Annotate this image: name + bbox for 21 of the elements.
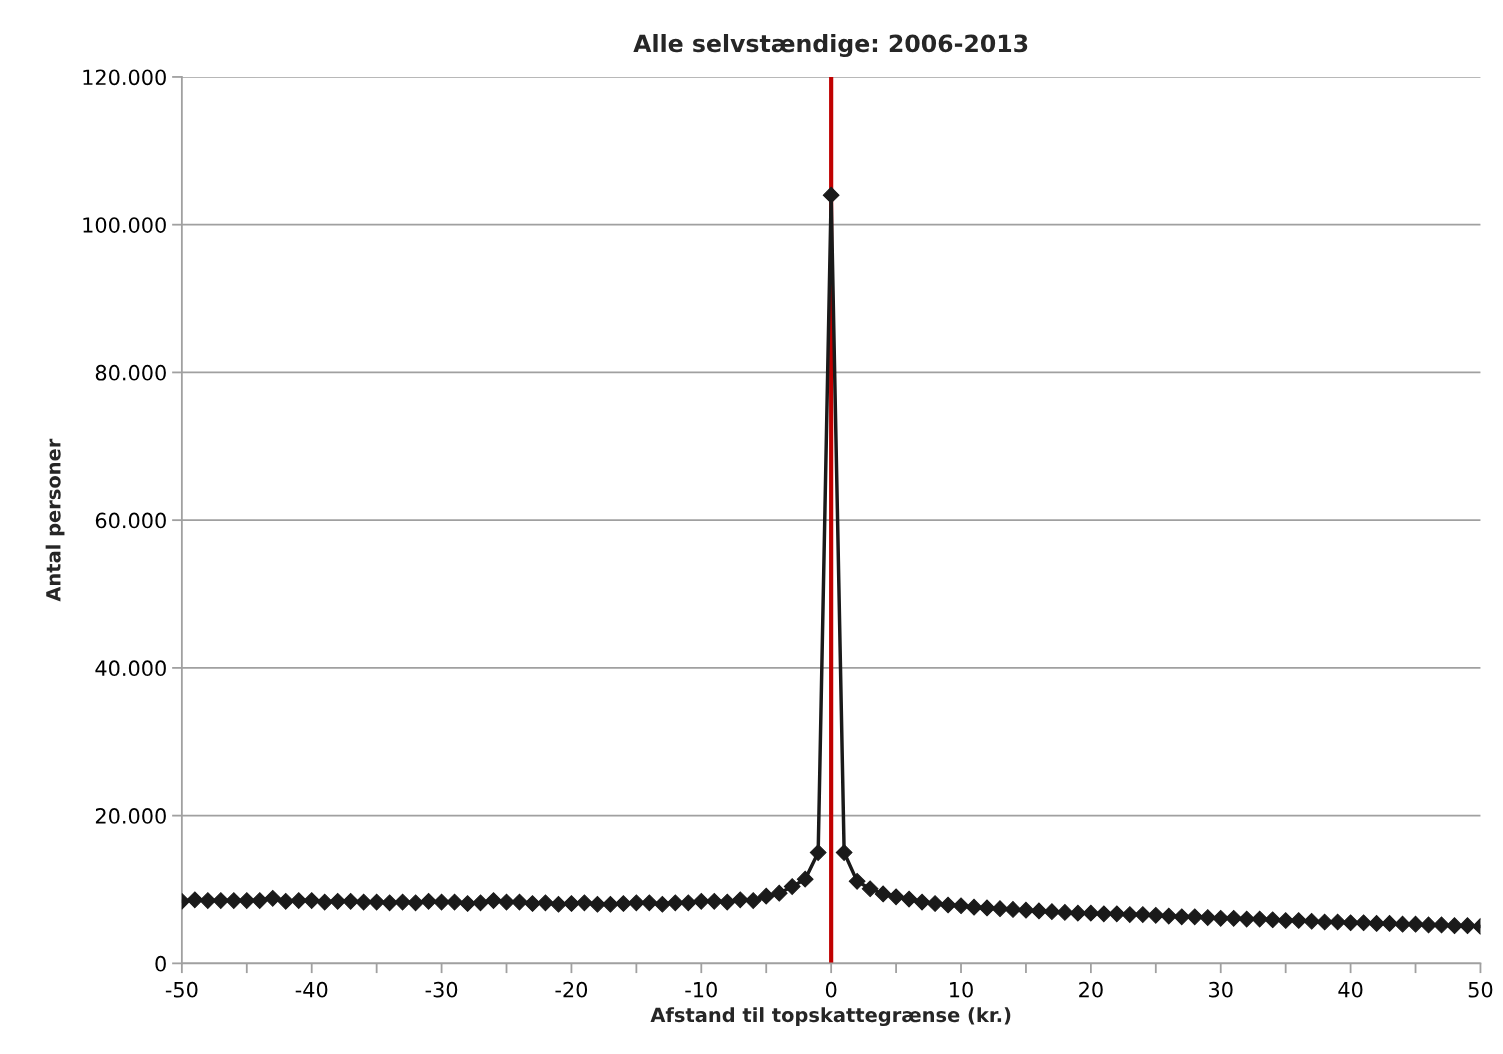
y-tick-label: 0 bbox=[155, 955, 166, 972]
y-tick-label: 20.000 bbox=[95, 808, 166, 824]
x-tick-label: -20 bbox=[555, 981, 588, 998]
x-tick-label: -50 bbox=[165, 981, 198, 998]
x-tick-label: 0 bbox=[825, 981, 837, 998]
x-tick-label: -10 bbox=[685, 981, 717, 998]
x-tick-label: 10 bbox=[950, 981, 973, 998]
y-tick-label: 40.000 bbox=[95, 660, 166, 677]
x-tick-label: -30 bbox=[425, 981, 458, 998]
y-tick-label: 80.000 bbox=[95, 364, 166, 381]
x-tick-label: 20 bbox=[1079, 981, 1103, 998]
x-tick-label: 30 bbox=[1209, 981, 1233, 998]
x-axis-title: Afstand til topskattegrænse (kr.) bbox=[650, 1007, 1011, 1027]
x-tick-label: 40 bbox=[1338, 981, 1363, 998]
y-axis-title: Antal personer bbox=[45, 438, 65, 602]
chart-title: Alle selvstændige: 2006-2013 bbox=[633, 34, 1028, 58]
y-tick-label: 120.000 bbox=[83, 69, 166, 86]
x-tick-label: -40 bbox=[295, 981, 328, 998]
y-tick-label: 100.000 bbox=[83, 217, 166, 233]
x-tick-label: 50 bbox=[1468, 981, 1493, 998]
y-tick-label: 60.000 bbox=[95, 512, 166, 529]
